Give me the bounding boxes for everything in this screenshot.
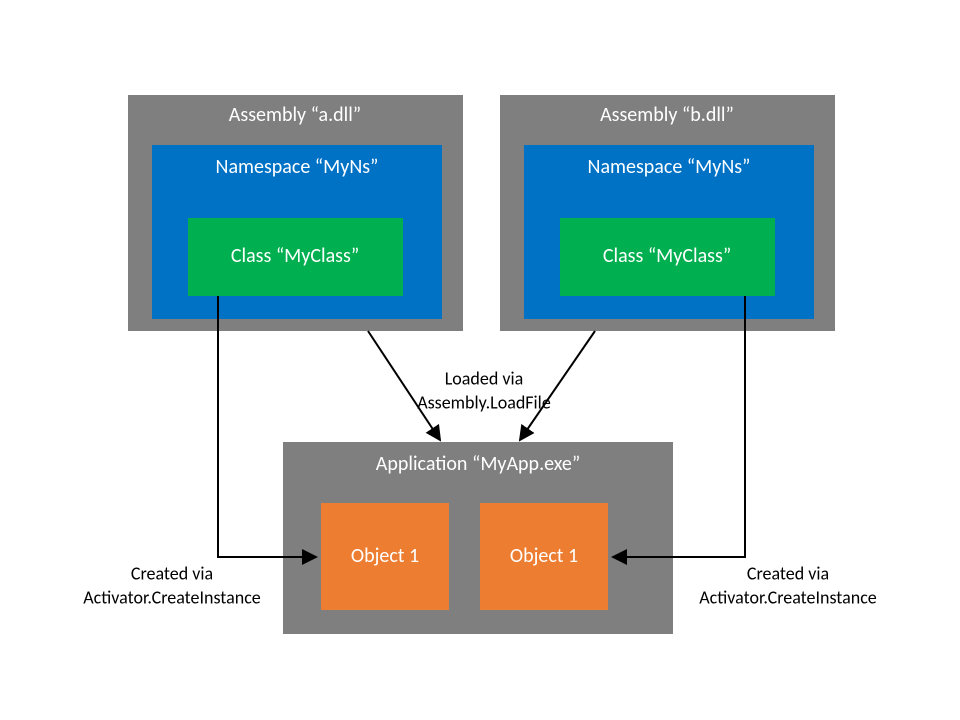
label-created-left-1: Created via (131, 562, 213, 584)
object-1-label: Object 1 (351, 544, 419, 568)
label-created-right-1: Created via (747, 562, 829, 584)
arrow-load-left (368, 331, 440, 440)
label-loaded-via-2: Assembly.LoadFile (417, 391, 551, 413)
namespace-b-label: Namespace “MyNs” (588, 155, 751, 179)
label-created-right-2: Activator.CreateInstance (699, 586, 877, 608)
assembly-b-label: Assembly “b.dll” (600, 103, 734, 127)
assembly-a-label: Assembly “a.dll” (229, 103, 361, 127)
object-2-label: Object 1 (510, 544, 578, 568)
label-loaded-via-1: Loaded via (445, 367, 524, 389)
label-created-left-2: Activator.CreateInstance (83, 586, 261, 608)
app-label: Application “MyApp.exe” (376, 452, 580, 476)
class-a-label: Class “MyClass” (231, 244, 359, 268)
namespace-a-label: Namespace “MyNs” (216, 155, 379, 179)
arrow-load-right (520, 331, 595, 440)
class-b-label: Class “MyClass” (603, 244, 731, 268)
